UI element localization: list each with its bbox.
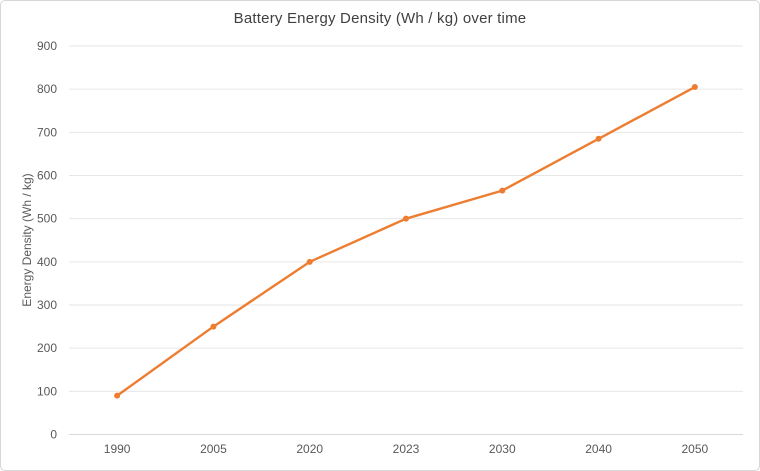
y-tick-label: 900 [37, 39, 57, 53]
x-tick-label: 2040 [585, 442, 612, 456]
y-tick-label: 500 [37, 212, 57, 226]
y-tick-label: 600 [37, 169, 57, 183]
x-tick-label: 2020 [296, 442, 323, 456]
y-tick-label: 300 [37, 298, 57, 312]
data-point [210, 323, 217, 330]
y-tick-label: 700 [37, 125, 57, 139]
y-tick-label: 400 [37, 255, 57, 269]
data-point [691, 84, 698, 91]
data-point [306, 258, 313, 265]
x-tick-label: 2005 [200, 442, 227, 456]
data-point [403, 215, 409, 222]
series-line [115, 85, 697, 397]
y-tick-label: 200 [37, 341, 57, 355]
chart-title: Battery Energy Density (Wh / kg) over ti… [233, 10, 527, 27]
x-tick-label: 2050 [682, 442, 709, 456]
y-tick-label: 0 [50, 428, 57, 442]
x-tick-label: 2023 [393, 442, 420, 456]
x-tick-label: 1990 [104, 442, 131, 456]
y-tick-label: 100 [37, 384, 57, 398]
x-tick-label: 2030 [489, 442, 516, 456]
data-point [595, 135, 602, 142]
data-point [114, 392, 121, 399]
data-point [499, 187, 506, 194]
y-tick-label: 800 [37, 82, 57, 96]
